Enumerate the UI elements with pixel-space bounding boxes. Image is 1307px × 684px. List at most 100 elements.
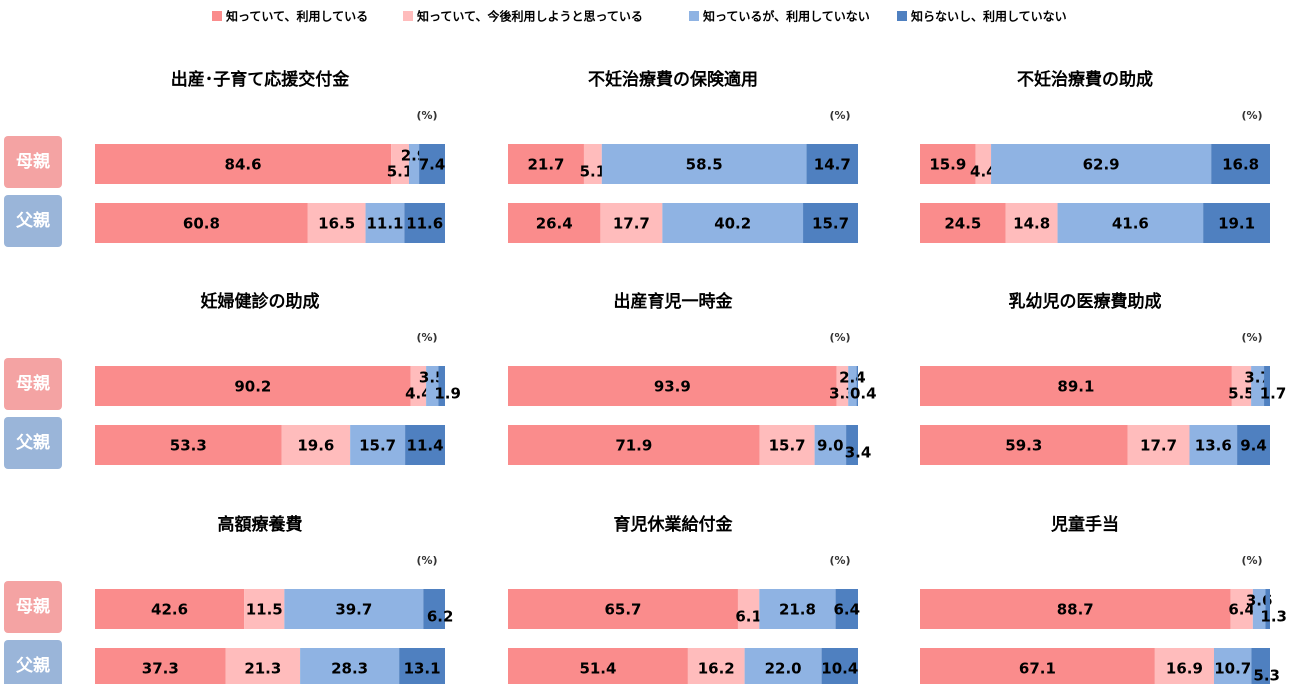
value-label: 6.2 — [427, 608, 454, 626]
value-label: 28.3 — [331, 660, 368, 678]
bar-segment — [410, 366, 427, 406]
value-label: 5.1 — [387, 163, 414, 181]
bar-segment — [391, 144, 409, 184]
value-label: 93.9 — [654, 378, 691, 396]
row-label-box — [4, 417, 62, 469]
bar-segment — [687, 648, 745, 684]
bar-segment — [1265, 589, 1270, 629]
value-label: 5.5 — [1228, 385, 1255, 403]
value-label: 16.8 — [1222, 156, 1259, 174]
value-label: 89.1 — [1057, 378, 1094, 396]
row-label-box — [4, 358, 62, 410]
panel-title: 妊婦健診の助成 — [201, 291, 320, 312]
value-label: 2.4 — [839, 369, 866, 387]
legend-label: 知っていて、今後利用しようと思っている — [416, 9, 643, 24]
bar-segment — [1230, 589, 1253, 629]
bar-segment — [848, 366, 857, 406]
bar-segment — [365, 203, 405, 243]
value-label: 24.5 — [944, 215, 981, 233]
bar-segment — [1154, 648, 1214, 684]
value-label: 59.3 — [1005, 437, 1042, 455]
value-label: 13.1 — [404, 660, 441, 678]
bar-segment — [601, 144, 807, 184]
value-label: 17.7 — [1140, 437, 1177, 455]
unit-label: (%) — [829, 554, 850, 567]
value-label: 0.4 — [850, 385, 877, 403]
row-label-box — [4, 581, 62, 633]
bar-segment — [975, 144, 992, 184]
bar-segment — [821, 648, 858, 684]
bar-segment — [737, 589, 760, 629]
row-label-box — [4, 136, 62, 188]
bar-segment — [920, 366, 1232, 406]
value-label: 4.4 — [405, 385, 432, 403]
bar-segment — [419, 144, 445, 184]
value-label: 11.6 — [406, 215, 443, 233]
value-label: 15.7 — [769, 437, 806, 455]
bar-segment — [856, 366, 858, 406]
bar-segment — [307, 203, 366, 243]
bar-segment — [423, 589, 445, 629]
value-label: 16.9 — [1166, 660, 1203, 678]
value-label: 5.3 — [1253, 667, 1280, 684]
bar-segment — [284, 589, 424, 629]
value-label: 16.5 — [318, 215, 355, 233]
bar-segment — [1005, 203, 1058, 243]
value-label: 1.3 — [1260, 608, 1287, 626]
value-label: 15.7 — [359, 437, 396, 455]
value-label: 11.5 — [246, 601, 283, 619]
bar-segment — [806, 144, 858, 184]
value-label: 5.1 — [580, 163, 607, 181]
bar-segment — [920, 425, 1128, 465]
value-label: 10.7 — [1214, 660, 1251, 678]
value-label: 60.8 — [183, 215, 220, 233]
row-label: 母親 — [16, 151, 50, 172]
bar-segment — [508, 589, 738, 629]
value-label: 26.4 — [536, 215, 573, 233]
bar-segment — [836, 366, 849, 406]
value-label: 21.7 — [527, 156, 564, 174]
value-label: 6.1 — [735, 608, 762, 626]
bar-segment — [759, 425, 815, 465]
row-label-box — [4, 195, 62, 247]
bar-segment — [1251, 648, 1270, 684]
panel-title: 高額療養費 — [218, 514, 303, 535]
value-label: 53.3 — [170, 437, 207, 455]
bar-segment — [803, 203, 858, 243]
legend-swatch — [403, 11, 413, 21]
value-label: 9.4 — [1240, 437, 1267, 455]
value-label: 9.0 — [817, 437, 844, 455]
value-label: 17.7 — [613, 215, 650, 233]
bar-segment — [600, 203, 663, 243]
value-label: 65.7 — [604, 601, 641, 619]
bar-segment — [508, 648, 688, 684]
value-label: 15.7 — [812, 215, 849, 233]
value-label: 4.4 — [970, 163, 997, 181]
bar-segment — [1057, 203, 1204, 243]
row-label: 母親 — [16, 596, 50, 617]
legend-swatch — [689, 11, 699, 21]
value-label: 41.6 — [1112, 215, 1149, 233]
value-label: 21.8 — [779, 601, 816, 619]
value-label: 14.8 — [1013, 215, 1050, 233]
unit-label: (%) — [1241, 331, 1262, 344]
value-label: 84.6 — [225, 156, 262, 174]
value-label: 13.6 — [1195, 437, 1232, 455]
value-label: 1.9 — [434, 385, 461, 403]
value-label: 22.0 — [765, 660, 802, 678]
bar-segment — [225, 648, 301, 684]
bar-segment — [744, 648, 822, 684]
bar-segment — [300, 648, 400, 684]
row-label: 父親 — [15, 210, 50, 231]
bar-segment — [350, 425, 406, 465]
value-label: 67.1 — [1019, 660, 1056, 678]
value-label: 11.1 — [366, 215, 403, 233]
value-label: 88.7 — [1057, 601, 1094, 619]
bar-segment — [1203, 203, 1270, 243]
bar-segment — [835, 589, 858, 629]
legend-label: 知らないし、利用していない — [910, 9, 1067, 24]
bar-segment — [438, 366, 445, 406]
bar-segment — [95, 144, 392, 184]
row-label: 父親 — [15, 432, 50, 453]
